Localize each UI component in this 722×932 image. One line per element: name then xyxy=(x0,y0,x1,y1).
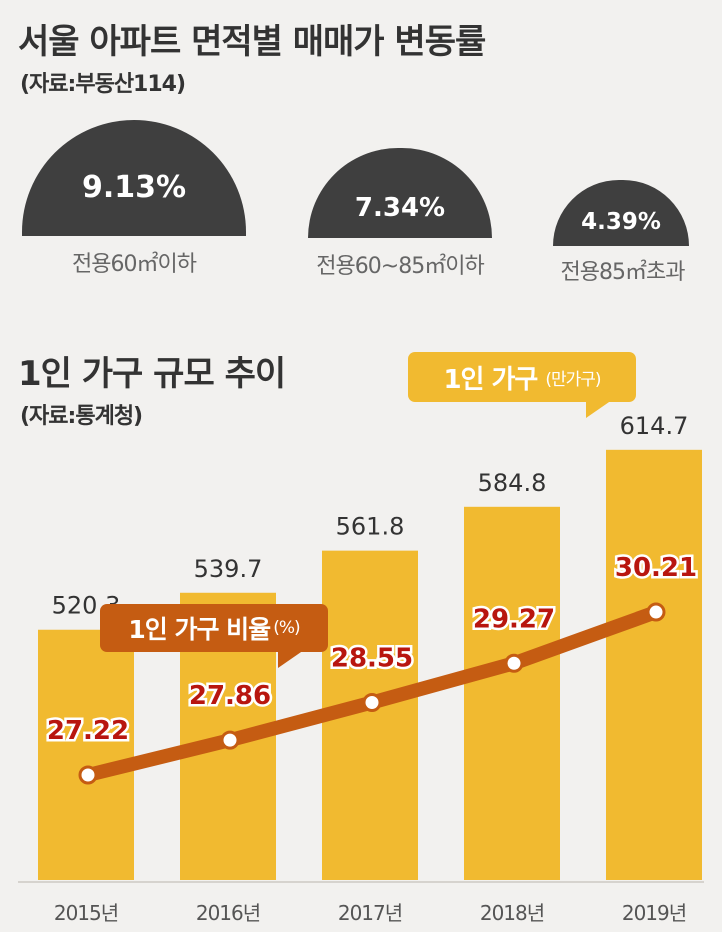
x-tick-label: 2016년 xyxy=(196,901,260,925)
dome-value: 7.34% xyxy=(354,193,446,223)
bar-value-label: 539.7 xyxy=(194,555,263,583)
line-legend-label: 1인 가구 비율 xyxy=(128,615,271,644)
dome-label: 전용60~85㎡이하 xyxy=(316,254,484,279)
bar-legend-label: 1인 가구 xyxy=(443,364,538,395)
ratio-point xyxy=(646,602,666,622)
ratio-value-label: 29.27 xyxy=(473,604,555,634)
bar-household xyxy=(606,449,702,880)
bar-household xyxy=(38,629,134,880)
bar-household xyxy=(464,506,560,880)
x-tick-label: 2015년 xyxy=(54,901,118,925)
source-note: (자료:부동산114) xyxy=(20,72,186,97)
bar-legend-unit: (만가구) xyxy=(545,369,601,390)
line-legend-callout: 1인 가구 비율 (%) xyxy=(100,604,328,668)
bar-value-label: 561.8 xyxy=(336,513,405,541)
bar-value-label: 614.7 xyxy=(620,412,689,440)
dome-label: 전용60㎡이하 xyxy=(72,252,197,277)
x-tick-label: 2017년 xyxy=(338,901,402,925)
x-tick-label: 2018년 xyxy=(480,901,544,925)
ratio-value-label: 27.86 xyxy=(189,681,271,711)
ratio-point xyxy=(220,730,240,750)
chart-title: 1인 가구 규모 추이 xyxy=(18,354,286,394)
bar-legend-callout: 1인 가구 (만가구) xyxy=(408,352,636,418)
dome-value: 9.13% xyxy=(81,169,187,205)
dome-value: 4.39% xyxy=(581,209,661,235)
dome-60-85: 7.34% xyxy=(308,148,492,238)
x-tick-label: 2019년 xyxy=(622,901,686,925)
page-title: 서울 아파트 면적별 매매가 변동률 xyxy=(18,22,486,62)
ratio-point xyxy=(362,693,382,713)
dome-label: 전용85㎡초과 xyxy=(560,260,686,285)
bar-value-label: 584.8 xyxy=(478,469,547,497)
ratio-value-label: 28.55 xyxy=(331,644,413,674)
ratio-value-label: 30.21 xyxy=(615,553,697,583)
ratio-point xyxy=(78,765,98,785)
line-legend-unit: (%) xyxy=(273,618,300,638)
chart-source-note: (자료:통계청) xyxy=(20,404,143,429)
ratio-value-label: 27.22 xyxy=(47,716,129,746)
ratio-point xyxy=(504,653,524,673)
